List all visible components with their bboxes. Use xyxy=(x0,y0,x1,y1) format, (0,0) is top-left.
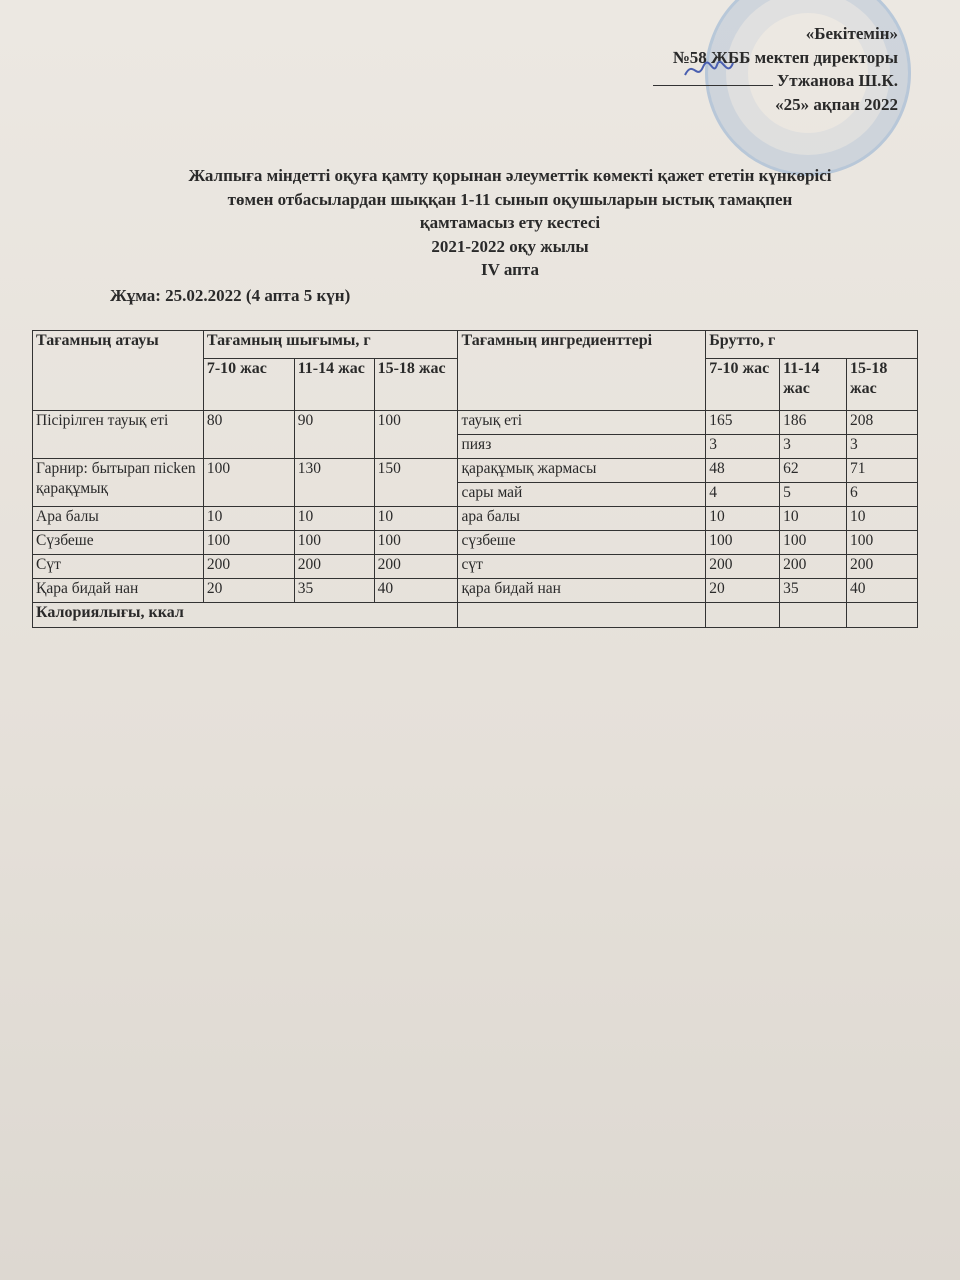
yield-value: 150 xyxy=(373,458,459,507)
approval-date: «25» ақпан 2022 xyxy=(775,94,898,114)
yield-value: 100 xyxy=(202,530,295,555)
yield-value: 10 xyxy=(293,506,375,531)
ingredient-name: сары май xyxy=(457,482,707,507)
brutto-value: 100 xyxy=(779,530,848,555)
brutto-value: 100 xyxy=(705,530,781,555)
table-row: сары май 4 5 6 xyxy=(33,482,918,507)
day-label: Жұма: 25.02.2022 (4 апта 5 күн) xyxy=(110,286,351,305)
brutto-value: 5 xyxy=(779,482,848,507)
yield-value: 200 xyxy=(202,554,295,579)
dish-name: Қара бидай нан xyxy=(32,578,204,603)
brutto-value: 62 xyxy=(779,458,848,483)
title-line: IV апта xyxy=(481,260,539,279)
approval-block: «Бекітемін» №58 ЖББ мектеп директоры Утж… xyxy=(652,22,898,116)
title-line: Жалпыға міндетті оқуға қамту қорынан әле… xyxy=(188,166,832,185)
header-yield: Тағамның шығымы, г xyxy=(202,330,459,359)
dish-name: Сүзбеше xyxy=(32,530,204,555)
brutto-value: 3 xyxy=(846,434,918,459)
yield-value: 90 xyxy=(293,410,375,459)
header-age: 7-10 жас xyxy=(705,358,781,411)
brutto-value: 200 xyxy=(705,554,781,579)
ingredient-name: ара балы xyxy=(457,506,707,531)
calories-label: Калориялығы, ккал xyxy=(31,602,459,628)
brutto-value: 6 xyxy=(846,482,918,507)
title-line: төмен отбасылардан шыққан 1-11 сынып оқу… xyxy=(227,189,793,209)
approval-heading: «Бекітемін» xyxy=(805,24,898,43)
calories-value xyxy=(705,602,781,628)
calories-value xyxy=(457,602,707,628)
header-ingredients: Тағамның ингредиенттері xyxy=(457,330,707,411)
brutto-value: 100 xyxy=(846,530,918,555)
brutto-value: 10 xyxy=(846,506,918,531)
calories-value xyxy=(846,602,918,628)
table-row: Пісірілген тауық еті 80 90 100 тауық еті 165 1… xyxy=(32,410,918,459)
brutto-value: 71 xyxy=(846,458,918,483)
yield-value: 80 xyxy=(202,410,295,459)
dish-name: Пісірілген тауық еті xyxy=(32,410,204,459)
yield-value: 130 xyxy=(293,458,375,507)
brutto-value: 20 xyxy=(705,578,781,603)
yield-value: 35 xyxy=(293,578,375,603)
brutto-value: 4 xyxy=(705,482,781,507)
yield-value: 10 xyxy=(373,506,459,531)
table-row: Гарнир: бытырап пісken қарақұмық 100 130 15… xyxy=(32,458,918,507)
yield-value: 100 xyxy=(373,530,459,555)
ingredient-name: пияз xyxy=(457,434,707,459)
ingredient-name: қарақұмық жармасы xyxy=(457,458,707,483)
brutto-value: 3 xyxy=(779,434,848,459)
brutto-value: 3 xyxy=(705,434,781,459)
calories-row: Калориялығы, ккал xyxy=(31,602,918,628)
header-age: 11-14 жас xyxy=(293,358,375,411)
header-row: Тағамның атауы Тағамның шығымы, г Тағамның… xyxy=(32,330,918,411)
calories-value xyxy=(779,602,848,628)
ingredient-name: сүт xyxy=(457,554,707,579)
ingredient-name: қара бидай нан xyxy=(457,578,707,603)
dish-name: Гарнир: бытырап пісken қарақұмық xyxy=(32,458,204,507)
dish-name: Ара балы xyxy=(32,506,204,531)
menu-table: Тағамның атауы Тағамның шығымы, г Тағамның… xyxy=(31,330,918,628)
signature xyxy=(652,60,773,86)
header-age: 15-18 жас xyxy=(846,358,918,411)
brutto-value: 48 xyxy=(705,458,781,483)
table-row: Қара бидай нан 20 35 40 қара бидай нан 20 35 40 xyxy=(32,578,918,603)
brutto-value: 35 xyxy=(779,578,848,603)
brutto-value: 10 xyxy=(705,506,781,531)
brutto-value: 165 xyxy=(705,410,781,435)
title-line: қамтамасыз ету кестесі xyxy=(419,213,601,232)
title-line: 2021-2022 оқу жылы xyxy=(431,236,589,256)
dish-name: Сүт xyxy=(32,554,204,579)
header-dish-name: Тағамның атауы xyxy=(32,330,204,411)
table-row: Сүт 200 200 200 сүт 200 200 200 xyxy=(32,554,918,579)
school-stamp xyxy=(705,0,911,176)
document-title: Жалпыға міндетті оқуға қамту қорынан әле… xyxy=(100,164,920,282)
director-name: Утжанова Ш.К. xyxy=(776,71,898,90)
ingredient-name: сүзбеше xyxy=(457,530,707,555)
table-row: Ара балы 10 10 10 ара балы 10 10 10 xyxy=(32,506,918,531)
header-brutto: Брутто, г xyxy=(705,330,918,359)
header-age: 7-10 жас xyxy=(202,358,295,411)
brutto-value: 10 xyxy=(779,506,848,531)
header-age: 11-14 жас xyxy=(779,358,848,411)
brutto-value: 186 xyxy=(779,410,848,435)
brutto-value: 40 xyxy=(846,578,918,603)
yield-value: 40 xyxy=(373,578,459,603)
yield-value: 20 xyxy=(202,578,295,603)
table-row: Сүзбеше 100 100 100 сүзбеше 100 100 100 xyxy=(32,530,918,555)
yield-value: 10 xyxy=(202,506,295,531)
yield-value: 100 xyxy=(202,458,295,507)
brutto-value: 200 xyxy=(779,554,848,579)
brutto-value: 208 xyxy=(846,410,918,435)
brutto-value: 200 xyxy=(846,554,918,579)
ingredient-name: тауық еті xyxy=(457,410,707,435)
yield-value: 200 xyxy=(293,554,375,579)
yield-value: 100 xyxy=(373,410,459,459)
approval-position: №58 ЖББ мектеп директоры xyxy=(672,47,898,67)
yield-value: 100 xyxy=(293,530,375,555)
header-age: 15-18 жас xyxy=(373,358,459,411)
yield-value: 200 xyxy=(373,554,459,579)
